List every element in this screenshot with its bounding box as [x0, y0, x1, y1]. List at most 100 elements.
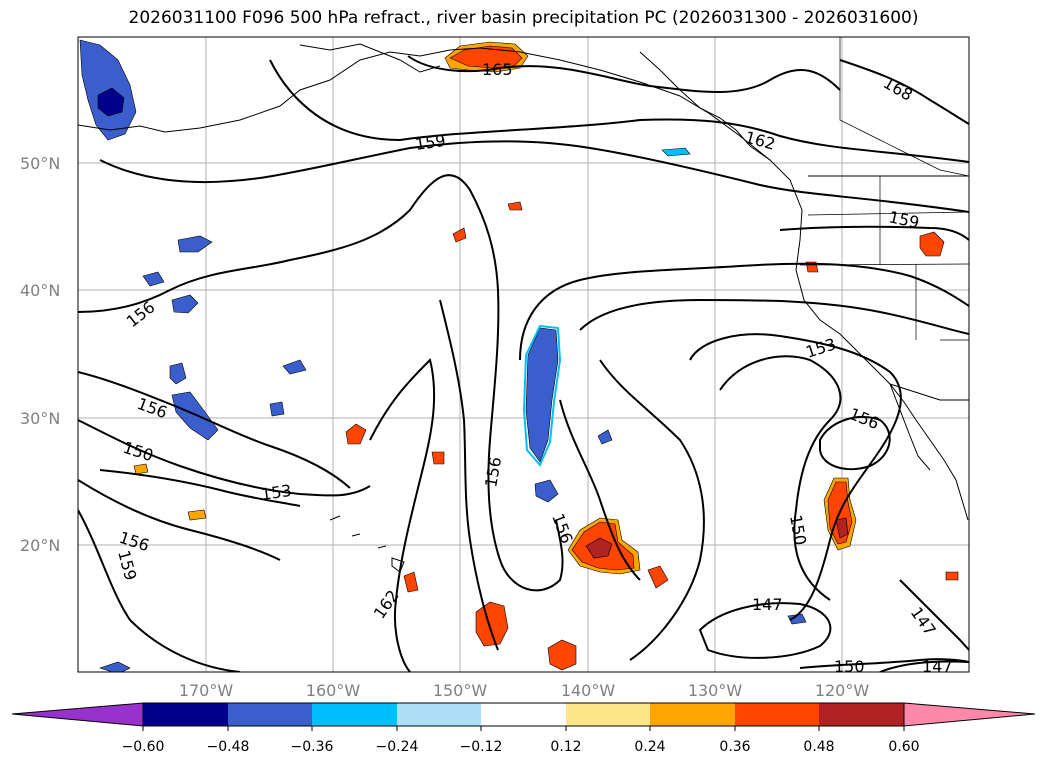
blue-area-33n-159w: [282, 359, 307, 375]
colorbar-tick-label: −0.12: [460, 739, 503, 755]
contour-150-c: [599, 359, 705, 661]
lon-label: 160°W: [306, 681, 361, 700]
coastline-baja: [889, 383, 931, 471]
contour-150-w: [78, 419, 371, 497]
lon-label: 170°W: [179, 681, 234, 700]
colorbar-tick-marks: [142, 726, 905, 731]
colorbar-tick-label: 0.36: [719, 739, 750, 755]
colorbar-tick-label: −0.48: [207, 739, 250, 755]
colorbar-segment: [735, 703, 819, 726]
colorbar-segment: [650, 703, 735, 726]
contour-156-w1: [78, 371, 351, 489]
island-hawaii: [329, 515, 405, 573]
colorbar-tick-label: −0.24: [376, 739, 419, 755]
contour-159-north: [99, 140, 969, 213]
contour-label: 147: [752, 595, 783, 614]
contour-156-west: [78, 174, 564, 592]
contour-153-sw: [559, 399, 641, 581]
lon-label: 120°W: [815, 681, 870, 700]
contour-168: [839, 59, 969, 125]
blue-area-49n-128w: [661, 147, 691, 157]
colorbar: −0.60 −0.48 −0.36 −0.24 −0.12 0.12 0.24 …: [11, 702, 1036, 755]
red-area-44n-150w: [452, 227, 467, 243]
colorbar-extend-low: [11, 702, 144, 727]
lon-label: 130°W: [688, 681, 743, 700]
contour-165: [407, 55, 841, 93]
lon-label: 140°W: [561, 681, 616, 700]
coastlines: [78, 37, 969, 573]
colorbar-outline: [142, 702, 905, 727]
contour-156-se: [689, 333, 902, 621]
lat-label: 20°N: [20, 536, 60, 555]
contour-159-east: [779, 225, 969, 241]
colorbar-segment: [819, 703, 904, 726]
longitude-labels: 170°W 160°W 150°W 140°W 130°W 120°W: [179, 681, 870, 700]
red-area-17n-155w: [403, 571, 419, 593]
orange-area-18n-115w: [945, 571, 959, 581]
blue-area-28n-168w: [171, 391, 219, 441]
blue-area-41n-173w: [142, 271, 165, 287]
colorbar-segment: [397, 703, 481, 726]
red-area-29n-157w: [345, 423, 367, 445]
coastline-bc-islands: [639, 51, 771, 161]
contour-159-w: [78, 509, 241, 672]
orange-area-27n-172w: [133, 463, 149, 475]
contour-label: 147: [922, 657, 953, 676]
blue-area-32n: [525, 327, 559, 463]
latitude-labels: 50°N 40°N 30°N 20°N: [20, 154, 60, 555]
colorbar-tick-label: −0.60: [122, 739, 165, 755]
coastline-alaska: [78, 47, 803, 211]
coastline-us-west: [795, 209, 969, 521]
contour-147: [698, 602, 832, 659]
blue-area-34n-171w: [169, 362, 187, 385]
refractivity-contours: [78, 55, 969, 672]
dark-red-core-20n-140w: [585, 537, 613, 559]
map-frame-border: [77, 36, 970, 673]
lat-label: 30°N: [20, 409, 60, 428]
dark-blue-core-alaska-sw: [97, 87, 125, 117]
map-frame: [78, 37, 969, 672]
contour-156-inner: [519, 262, 969, 361]
dark-red-core-22n-120w: [835, 517, 849, 539]
blue-area-29n-162w: [269, 401, 285, 417]
coastline-aleutians: [299, 43, 441, 73]
colorbar-segment: [312, 703, 397, 726]
colorbar-segment: [143, 703, 228, 726]
contour-label: 159: [414, 131, 447, 154]
blue-area-39n-170w: [171, 294, 199, 314]
lat-label: 50°N: [20, 154, 60, 173]
contour-147-s: [879, 660, 969, 672]
contour-150-south: [799, 658, 969, 669]
blue-area-31n-139w: [597, 429, 613, 445]
lat-label: 40°N: [20, 281, 60, 300]
blue-area-24n-143w: [534, 479, 559, 503]
light-blue-ring-32n: [522, 324, 562, 467]
colorbar-segment: [566, 703, 650, 726]
red-area-15n-148w: [475, 601, 509, 647]
contour-label: 153: [260, 481, 293, 504]
contour-150-center: [719, 355, 842, 601]
colorbar-tick-label: 0.60: [888, 739, 919, 755]
contour-159-center: [439, 299, 499, 651]
red-area-12n-142w: [547, 639, 577, 671]
coastline-canada-interior: [839, 37, 969, 177]
red-area-25n-150w: [431, 451, 445, 465]
contour-162: [369, 358, 436, 672]
colorbar-tick-label: 0.48: [803, 739, 834, 755]
red-area-43n-116w: [919, 231, 945, 257]
colorbar-segment: [481, 703, 566, 726]
contour-162-north: [269, 59, 969, 163]
contour-153-w: [99, 469, 301, 507]
red-area-47n-147w: [507, 201, 523, 211]
blue-area-42n-170w: [177, 235, 213, 253]
contour-label: 165: [482, 60, 513, 79]
red-area-18n-135w: [647, 565, 669, 589]
border-us-mexico: [889, 383, 969, 401]
colorbar-tick-label: −0.36: [291, 739, 334, 755]
blue-area-11n-169w: [99, 661, 131, 672]
colorbar-tick-label: 0.12: [550, 739, 581, 755]
colorbar-tick-label: 0.24: [634, 739, 665, 755]
precip-negative-areas: [79, 39, 807, 672]
contour-156-w2: [78, 479, 281, 561]
